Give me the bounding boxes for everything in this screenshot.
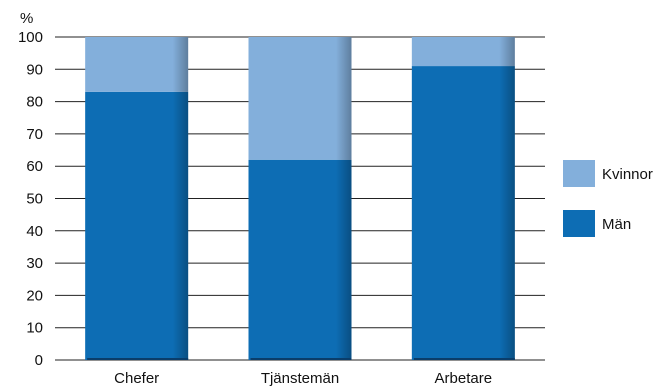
legend-label: Män: [602, 216, 631, 233]
bar-shading: [85, 37, 189, 360]
y-tick-label: 80: [26, 94, 43, 111]
y-axis-ticks: 0 10 20 30 40 50 60 70 80 90 100: [18, 29, 43, 369]
legend: Kvinnor Män: [563, 160, 653, 237]
x-category-label: Tjänstemän: [261, 370, 339, 387]
legend-swatch-kvinnor: [563, 160, 595, 187]
y-tick-label: 70: [26, 126, 43, 143]
y-tick-label: 100: [18, 29, 43, 46]
legend-label: Kvinnor: [602, 166, 653, 183]
bar-base-shadow: [250, 358, 352, 360]
bars: [85, 37, 515, 360]
bar-shading: [248, 37, 352, 360]
y-tick-label: 40: [26, 223, 43, 240]
y-tick-label: 60: [26, 158, 43, 175]
legend-swatch-m-n: [563, 210, 595, 237]
y-axis-label: %: [20, 10, 33, 27]
x-category-label: Chefer: [114, 370, 159, 387]
x-axis-categories: Chefer Tjänstemän Arbetare: [114, 370, 492, 387]
bar-base-shadow: [87, 358, 189, 360]
y-tick-label: 20: [26, 287, 43, 304]
y-tick-label: 50: [26, 191, 43, 208]
bar-base-shadow: [413, 358, 515, 360]
bar-shading: [411, 37, 515, 360]
y-tick-label: 30: [26, 255, 43, 272]
x-category-label: Arbetare: [435, 370, 493, 387]
y-tick-label: 0: [35, 352, 43, 369]
y-tick-label: 10: [26, 320, 43, 337]
y-tick-label: 90: [26, 61, 43, 78]
